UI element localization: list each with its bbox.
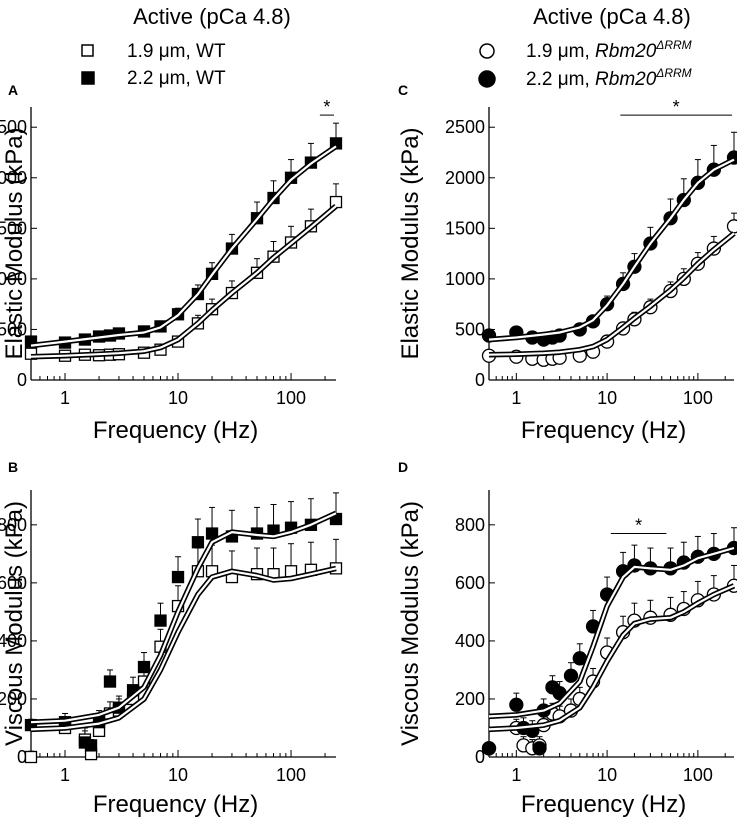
y-tick-label: 400: [455, 631, 485, 651]
data-point-circle: [481, 741, 497, 756]
data-point-square: [137, 660, 151, 674]
x-tick-label: 1: [60, 765, 70, 785]
x-axis-label: Frequency (Hz): [521, 417, 686, 444]
fit-curve-outline: [488, 545, 735, 720]
y-tick-label: 2500: [445, 117, 485, 137]
data-point-square: [205, 527, 219, 540]
panel-letter-d: D: [398, 459, 408, 475]
legend-left-label-1: 1.9 μm, WT: [127, 41, 226, 62]
y-tick-label: 1500: [445, 218, 485, 238]
panel-b: B 1 10 100 0 200 400 600 800 Frequency (Hz) Viscou…: [0, 459, 343, 818]
significance-asterisk: *: [635, 516, 642, 536]
legend-right-label-1-prefix: 1.9 μm,: [526, 41, 595, 62]
fit-curve: [30, 145, 337, 347]
y-tick-label: 1500: [0, 218, 27, 238]
x-tick-label: 10: [597, 388, 617, 408]
legend-right-label-2-sup: ΔRRM: [655, 66, 691, 80]
y-axis-label: Elastic Modulus (kPa): [397, 127, 424, 359]
legend-open-square-marker: [81, 44, 94, 57]
legend-right-label-1-sup: ΔRRM: [655, 38, 691, 52]
data-point-square: [103, 675, 117, 688]
right-column-title: Active (pCa 4.8): [533, 4, 691, 29]
x-axis-label: Frequency (Hz): [93, 791, 258, 818]
x-axis-label: Frequency (Hz): [521, 791, 686, 818]
x-tick-label: 100: [276, 388, 306, 408]
fit-curve-outline: [30, 565, 337, 733]
y-tick-label: 0: [475, 370, 485, 390]
y-tick-label: 800: [0, 515, 27, 535]
legend-left-label-2: 2.2 μm, WT: [127, 68, 226, 89]
data-point-square: [191, 536, 205, 549]
y-tick-label: 400: [0, 631, 27, 651]
data-point-circle: [563, 668, 579, 683]
data-point-square: [171, 570, 185, 584]
data-point-square: [24, 335, 38, 348]
data-point-circle: [726, 219, 737, 234]
y-tick-label: 200: [455, 689, 485, 709]
y-tick-label: 1000: [445, 269, 485, 289]
legend-filled-circle-marker: [478, 70, 496, 88]
y-axis-label: Viscous Modulus (kPa): [1, 501, 28, 746]
legend-filled-square-marker: [81, 71, 95, 85]
x-axis-label: Frequency (Hz): [93, 417, 258, 444]
y-tick-label: 600: [455, 573, 485, 593]
x-tick-label: 100: [683, 765, 713, 785]
y-tick-label: 500: [0, 319, 27, 339]
legend-right-label-2-prefix: 2.2 μm,: [526, 69, 595, 90]
y-axis-label: Viscous Modulus (kPa): [397, 501, 424, 746]
legend-right-label-2-gene: Rbm20: [595, 69, 657, 90]
x-tick-label: 100: [276, 765, 306, 785]
panel-letter-a: A: [8, 82, 18, 98]
fit-curve: [488, 232, 735, 356]
left-column-title: Active (pCa 4.8): [133, 4, 291, 29]
legend-left: 1.9 μm, WT 2.2 μm, WT: [81, 41, 226, 89]
y-tick-label: 500: [455, 319, 485, 339]
fit-curve: [30, 512, 337, 724]
x-tick-label: 1: [60, 388, 70, 408]
fit-curve: [30, 567, 337, 731]
panels: A11010005001000150020002500Frequency (Hz…: [0, 82, 737, 818]
x-tick-label: 10: [168, 765, 188, 785]
legend-right: 1.9 μm, Rbm20ΔRRM 2.2 μm, Rbm20ΔRRM: [478, 38, 692, 90]
significance-asterisk: *: [323, 97, 330, 117]
y-tick-label: 200: [0, 689, 27, 709]
y-tick-label: 0: [17, 747, 27, 767]
panel-a: A11010005001000150020002500Frequency (Hz…: [0, 82, 343, 444]
y-tick-label: 800: [455, 515, 485, 535]
y-tick-label: 2000: [0, 168, 27, 188]
data-point-square: [24, 347, 38, 360]
fit-curve: [488, 158, 735, 341]
data-point-square: [84, 739, 98, 752]
data-point-circle: [532, 741, 547, 756]
y-tick-label: 2000: [445, 168, 485, 188]
y-tick-label: 0: [475, 747, 485, 767]
panel-letter-c: C: [398, 82, 408, 98]
fit-curve: [30, 205, 337, 358]
x-tick-label: 10: [168, 388, 188, 408]
legend-right-label-2: 2.2 μm, Rbm20ΔRRM: [526, 66, 692, 90]
legend-right-label-1: 1.9 μm, Rbm20ΔRRM: [526, 38, 692, 62]
fit-curve: [488, 546, 735, 718]
y-tick-label: 600: [0, 573, 27, 593]
fit-curve: [488, 584, 735, 731]
data-point-square: [24, 750, 38, 764]
y-axis-label: Elastic Modulus (kPa): [1, 127, 28, 359]
panel-letter-b: B: [8, 459, 18, 475]
x-tick-label: 10: [597, 765, 617, 785]
x-tick-label: 100: [683, 388, 713, 408]
x-tick-label: 1: [511, 388, 521, 408]
panel-d: D 1 10 100 0 200 400 600 800 Frequency (Hz) Viscou…: [397, 459, 737, 818]
data-point-circle: [509, 697, 524, 712]
y-tick-label: 0: [17, 370, 27, 390]
x-tick-label: 1: [511, 765, 521, 785]
y-tick-label: 2500: [0, 117, 27, 137]
significance-asterisk: *: [673, 97, 680, 117]
data-point-square: [154, 614, 167, 627]
fit-curve-outline: [488, 157, 736, 343]
legend-open-circle-marker: [479, 43, 495, 59]
legend-right-label-1-gene: Rbm20: [595, 41, 657, 62]
y-tick-label: 1000: [0, 269, 27, 289]
